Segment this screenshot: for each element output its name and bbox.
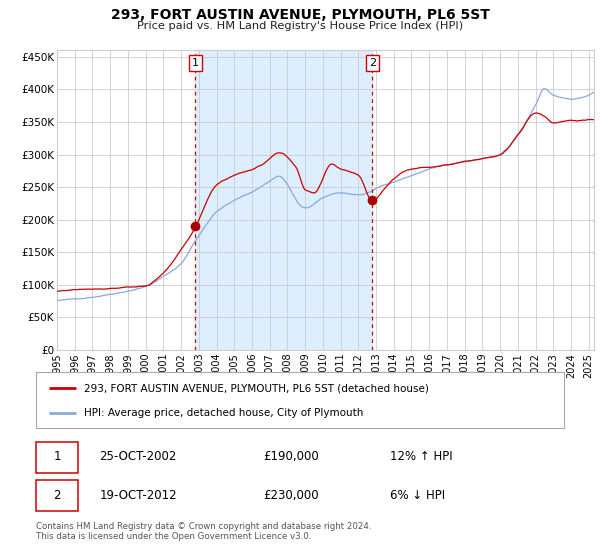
Text: HPI: Average price, detached house, City of Plymouth: HPI: Average price, detached house, City… xyxy=(83,408,363,418)
Text: 19-OCT-2012: 19-OCT-2012 xyxy=(100,489,177,502)
FancyBboxPatch shape xyxy=(36,442,78,473)
FancyBboxPatch shape xyxy=(36,480,78,511)
Text: 2: 2 xyxy=(369,58,376,68)
Text: £230,000: £230,000 xyxy=(263,489,319,502)
Text: This data is licensed under the Open Government Licence v3.0.: This data is licensed under the Open Gov… xyxy=(36,532,311,541)
Text: 25-OCT-2002: 25-OCT-2002 xyxy=(100,450,177,463)
Text: 1: 1 xyxy=(192,58,199,68)
Text: 1: 1 xyxy=(53,450,61,463)
Text: 12% ↑ HPI: 12% ↑ HPI xyxy=(390,450,452,463)
Bar xyxy=(196,50,373,350)
Text: 293, FORT AUSTIN AVENUE, PLYMOUTH, PL6 5ST (detached house): 293, FORT AUSTIN AVENUE, PLYMOUTH, PL6 5… xyxy=(83,383,428,393)
Text: £190,000: £190,000 xyxy=(263,450,319,463)
Text: 293, FORT AUSTIN AVENUE, PLYMOUTH, PL6 5ST: 293, FORT AUSTIN AVENUE, PLYMOUTH, PL6 5… xyxy=(110,8,490,22)
Text: Price paid vs. HM Land Registry's House Price Index (HPI): Price paid vs. HM Land Registry's House … xyxy=(137,21,463,31)
Text: Contains HM Land Registry data © Crown copyright and database right 2024.: Contains HM Land Registry data © Crown c… xyxy=(36,522,371,531)
Text: 6% ↓ HPI: 6% ↓ HPI xyxy=(390,489,445,502)
Text: 2: 2 xyxy=(53,489,61,502)
